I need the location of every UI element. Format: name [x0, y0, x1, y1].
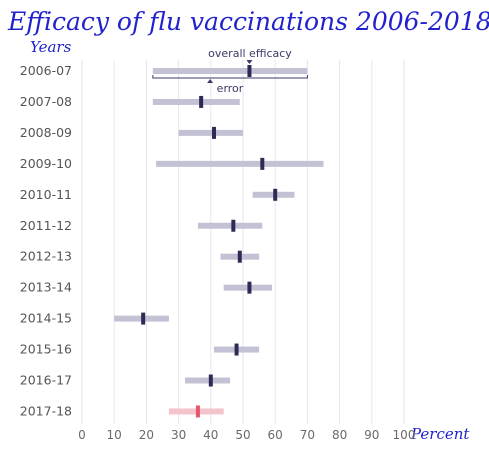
efficacy-marker: [247, 65, 252, 77]
season-label: 2017-18: [20, 403, 72, 418]
season-label: 2012-13: [20, 249, 72, 264]
efficacy-marker: [234, 343, 239, 356]
x-tick-label: 0: [78, 428, 86, 442]
efficacy-marker: [247, 281, 252, 294]
grid-lines: [81, 60, 405, 424]
season-label: 2014-15: [20, 311, 72, 326]
x-tick-label: 20: [139, 428, 154, 442]
data-rows: 2006-07 2007-08 2008-09 2009-10 2010-11 2011-…: [20, 63, 324, 418]
row-2017-18: 2017-18: [20, 403, 224, 418]
efficacy-marker: [231, 219, 236, 232]
season-label: 2007-08: [20, 94, 72, 109]
row-2013-14: 2013-14: [20, 280, 272, 295]
error-range-bar: [178, 129, 243, 136]
row-2015-16: 2015-16: [20, 342, 260, 357]
season-label: 2006-07: [20, 63, 72, 78]
x-tick-label: 90: [364, 428, 379, 442]
season-label: 2009-10: [20, 156, 72, 171]
x-tick-label: 30: [171, 428, 186, 442]
error-range-bar: [185, 377, 231, 384]
error-range-bar: [197, 222, 263, 229]
season-label: 2013-14: [20, 280, 72, 295]
efficacy-marker: [237, 250, 242, 263]
season-label: 2016-17: [20, 373, 72, 388]
x-tick-label: 40: [203, 428, 218, 442]
efficacy-marker: [141, 312, 146, 325]
row-2014-15: 2014-15: [20, 311, 169, 326]
x-tick-label: 80: [332, 428, 347, 442]
error-annotation: error: [217, 82, 244, 95]
row-2011-12: 2011-12: [20, 218, 263, 233]
row-2006-07: 2006-07: [20, 63, 308, 78]
x-tick-labels: 0 10 20 30 40 50 60 70 80 90 100: [78, 428, 415, 442]
chart-title: Efficacy of flu vaccinations 2006-2018: [7, 7, 489, 36]
x-tick-label: 100: [393, 428, 416, 442]
overall-efficacy-pointer: [246, 60, 253, 64]
error-range-bar: [152, 98, 240, 105]
efficacy-marker: [212, 126, 217, 139]
x-tick-label: 60: [268, 428, 283, 442]
row-2016-17: 2016-17: [20, 373, 231, 388]
season-label: 2015-16: [20, 342, 72, 357]
error-range-bar: [156, 160, 324, 167]
error-bracket: [152, 75, 308, 79]
efficacy-marker: [199, 95, 204, 108]
season-label: 2008-09: [20, 125, 72, 140]
row-2012-13: 2012-13: [20, 249, 260, 264]
x-tick-label: 70: [300, 428, 315, 442]
x-tick-label: 50: [235, 428, 250, 442]
efficacy-marker: [195, 405, 200, 418]
efficacy-marker: [273, 188, 278, 201]
efficacy-marker: [208, 374, 213, 387]
overall-efficacy-annotation: overall efficacy: [208, 47, 292, 60]
error-pointer: [207, 79, 214, 83]
row-2008-09: 2008-09: [20, 125, 243, 140]
row-2009-10: 2009-10: [20, 156, 324, 171]
x-tick-label: 10: [107, 428, 122, 442]
row-2010-11: 2010-11: [20, 187, 295, 202]
season-label: 2010-11: [20, 187, 72, 202]
error-range-bar: [152, 68, 308, 74]
x-axis-label: Percent: [410, 425, 470, 443]
row-2007-08: 2007-08: [20, 94, 240, 109]
y-axis-label: Years: [30, 38, 72, 56]
annotation-layer: overall efficacy error: [152, 47, 308, 95]
season-label: 2011-12: [20, 218, 72, 233]
efficacy-marker: [260, 157, 265, 170]
